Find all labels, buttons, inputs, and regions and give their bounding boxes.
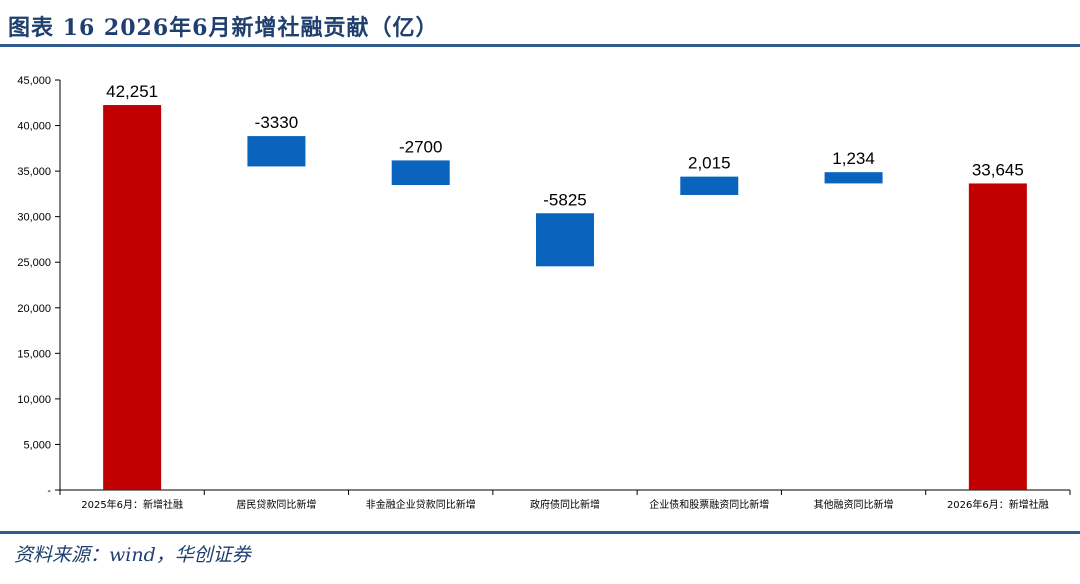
- change-bar: [680, 176, 739, 195]
- waterfall-chart: - 5,000 10,000 15,000 20,000 25,000 30,000 35,0…: [17, 75, 1071, 511]
- x-category-label: 2026年6月：新增社融: [947, 498, 1049, 511]
- y-tick-label: 20,000: [17, 303, 51, 315]
- title-rule: [0, 44, 1080, 47]
- y-tick-label: -: [47, 485, 51, 497]
- data-label: -3330: [255, 113, 298, 132]
- change-bar: [391, 160, 450, 186]
- y-tick-label: 45,000: [17, 75, 51, 87]
- change-bar: [824, 172, 883, 184]
- footer-rule: [0, 531, 1080, 534]
- x-category-label: 2025年6月：新增社融: [81, 498, 183, 511]
- change-bar: [247, 136, 306, 167]
- data-label: -5825: [543, 190, 586, 209]
- y-tick-label: 5,000: [23, 439, 51, 451]
- y-tick-label: 15,000: [17, 348, 51, 360]
- data-label: -2700: [399, 137, 442, 156]
- total-bar: [968, 183, 1027, 490]
- y-tick-label: 10,000: [17, 394, 51, 406]
- x-category-label: 政府债同比新增: [530, 498, 600, 511]
- figure-title: 图表 16 2026年6月新增社融贡献（亿）: [8, 15, 439, 41]
- total-bar: [103, 105, 162, 490]
- data-label: 2,015: [688, 154, 731, 173]
- y-tick-label: 40,000: [17, 121, 51, 133]
- x-category-label: 非金融企业贷款同比新增: [366, 498, 476, 511]
- x-axis: 2025年6月：新增社融 居民贷款同比新增 非金融企业贷款同比新增 政府债同比新增 企业…: [59, 489, 1071, 511]
- x-category-label: 居民贷款同比新增: [236, 498, 316, 511]
- y-axis: - 5,000 10,000 15,000 20,000 25,000 30,000 35,0…: [17, 75, 61, 497]
- y-tick-label: 35,000: [17, 166, 51, 178]
- source-note: 资料来源：wind，华创证券: [14, 544, 251, 566]
- data-label: 33,645: [972, 160, 1024, 179]
- data-labels: 42,251 -3330 -2700 -5825 2,015 1,234 33,645: [106, 82, 1024, 209]
- y-tick-label: 30,000: [17, 212, 51, 224]
- data-label: 1,234: [832, 149, 875, 168]
- change-bar: [536, 213, 594, 267]
- x-category-label: 其他融资同比新增: [814, 498, 894, 511]
- bars: [103, 105, 1027, 490]
- data-label: 42,251: [106, 82, 158, 101]
- x-category-label: 企业债和股票融资同比新增: [649, 498, 769, 511]
- y-tick-label: 25,000: [17, 257, 51, 269]
